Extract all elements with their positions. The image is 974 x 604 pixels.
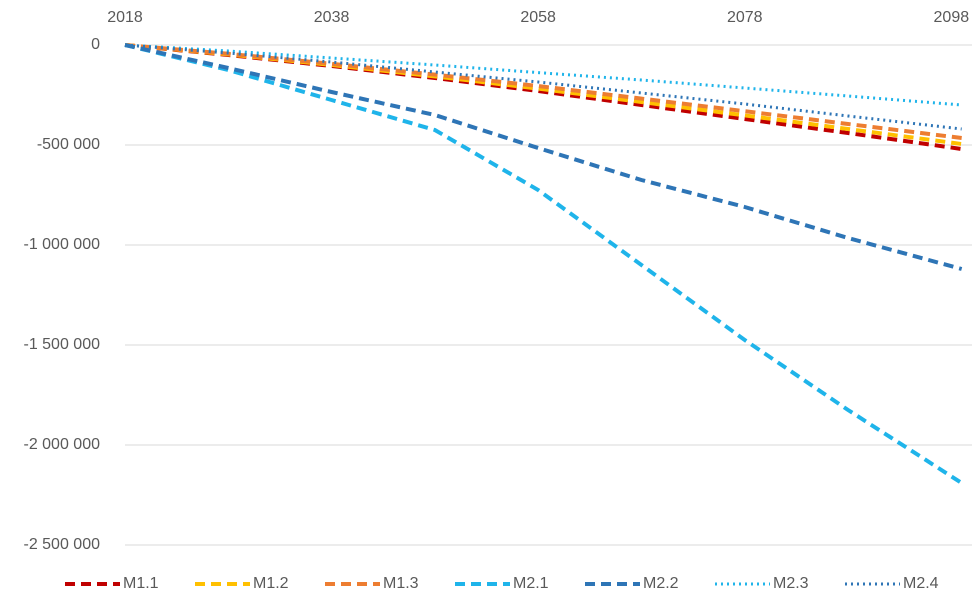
x-tick-label: 2078 [727,9,763,26]
legend-label: M1.2 [253,575,289,592]
legend-label: M1.3 [383,575,419,592]
series-line [124,43,962,151]
series-line [124,43,963,271]
x-tick-label: 2038 [314,9,350,26]
legend-label: M1.1 [123,575,159,592]
y-tick-label: 0 [91,36,100,53]
y-tick-label: -500 000 [37,136,100,153]
series-line [124,43,962,146]
x-tick-label: 2018 [107,9,143,26]
series-line [124,43,963,485]
y-tick-label: -1 500 000 [23,336,100,353]
series-line [124,43,962,140]
y-tick-label: -2 500 000 [23,536,100,553]
legend-label: M2.4 [903,575,939,592]
y-tick-label: -1 000 000 [23,236,100,253]
y-tick-label: -2 000 000 [23,436,100,453]
x-tick-label: 2098 [934,9,970,26]
x-tick-label: 2058 [520,9,556,26]
series-line [124,43,962,131]
series-line [124,43,962,107]
legend-label: M2.1 [513,575,549,592]
legend-label: M2.2 [643,575,679,592]
legend-label: M2.3 [773,575,809,592]
